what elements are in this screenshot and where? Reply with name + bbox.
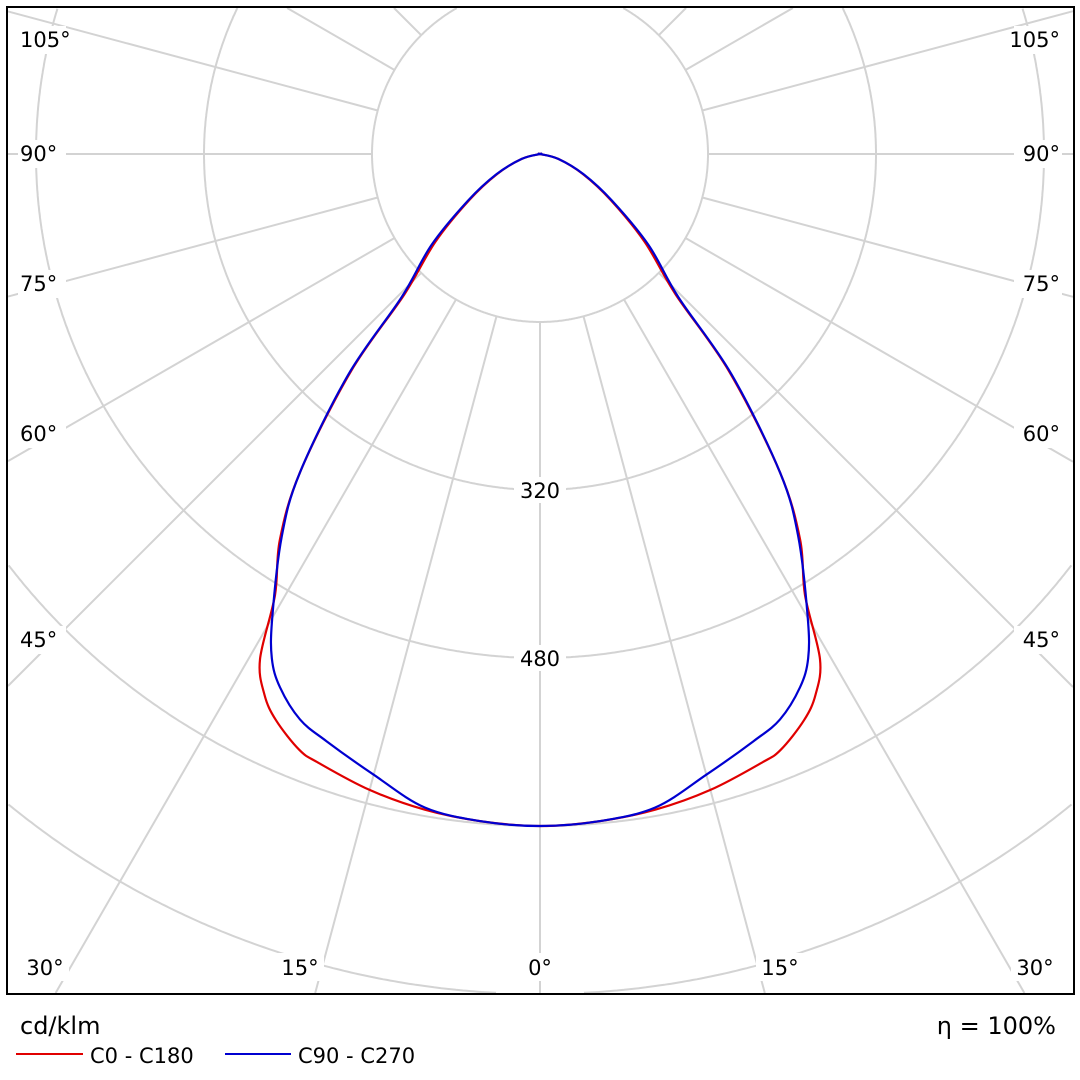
- plot-frame: [6, 6, 1075, 995]
- radial-line-135: [658, 7, 687, 36]
- angle-label: 90°: [1023, 142, 1060, 166]
- angle-label: 15°: [761, 956, 798, 980]
- angle-label: 60°: [20, 422, 57, 446]
- radial-line-120: [684, 7, 794, 71]
- radial-line--60: [7, 237, 396, 463]
- angle-label: 0°: [528, 956, 552, 980]
- radial-line-60: [684, 237, 1074, 463]
- ring-label: 480: [520, 647, 560, 671]
- angle-label: 30°: [1016, 956, 1053, 980]
- angle-label: 15°: [281, 956, 318, 980]
- angle-label: 30°: [26, 956, 63, 980]
- radial-line-15: [582, 316, 766, 994]
- efficiency-label: η = 100%: [937, 1012, 1056, 1040]
- angle-label: 105°: [20, 28, 71, 52]
- ring-160: [371, 7, 709, 323]
- ring-320: [203, 7, 877, 491]
- legend-label-c90-c270: C90 - C270: [298, 1044, 415, 1068]
- ring-640: [7, 564, 1073, 827]
- angle-label: 105°: [1009, 28, 1060, 52]
- ring-800: [7, 803, 1073, 994]
- angle-label: 45°: [20, 628, 57, 652]
- radial-line-45: [658, 272, 1074, 688]
- angle-label: 75°: [1023, 272, 1060, 296]
- radial-line--75: [7, 196, 378, 298]
- legend-label-c0-c180: C0 - C180: [90, 1044, 194, 1068]
- radial-line--45: [7, 272, 422, 687]
- radial-line--30: [54, 298, 457, 994]
- radial-line-30: [623, 298, 1026, 994]
- radial-line--120: [286, 7, 396, 71]
- angle-label: 60°: [1023, 422, 1060, 446]
- radial-line--15: [314, 316, 498, 994]
- angle-label: 75°: [20, 272, 57, 296]
- angle-label: 45°: [1023, 628, 1060, 652]
- angle-label: 90°: [20, 142, 57, 166]
- radial-line-75: [702, 196, 1074, 298]
- ring-label: 320: [520, 479, 560, 503]
- unit-label: cd/klm: [20, 1012, 100, 1040]
- radial-line--105: [7, 10, 378, 112]
- curve-c90-c270: [269, 152, 811, 828]
- radial-line-105: [702, 10, 1074, 112]
- radial-line--135: [393, 7, 422, 36]
